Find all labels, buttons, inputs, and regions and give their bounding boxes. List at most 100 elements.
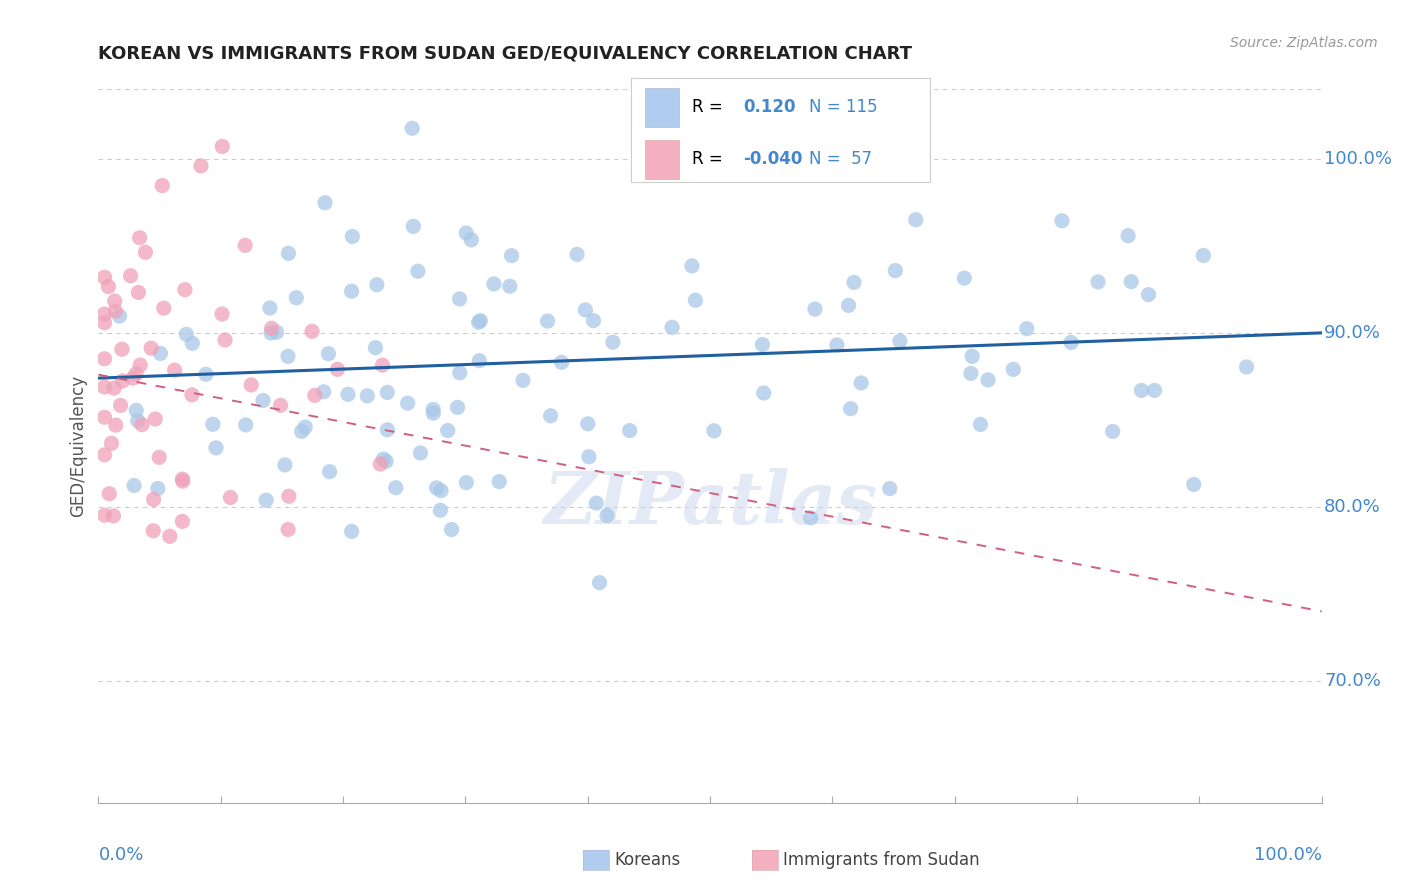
- Point: [430, 483, 453, 498]
- Point: [259, 301, 281, 315]
- Point: [163, 363, 186, 377]
- Point: [172, 472, 194, 486]
- Point: [838, 298, 860, 312]
- Point: [565, 247, 588, 261]
- Point: [93, 380, 115, 394]
- Point: [254, 493, 277, 508]
- Point: [240, 378, 263, 392]
- Point: [142, 492, 165, 507]
- Point: [172, 514, 194, 528]
- Point: [277, 523, 299, 537]
- Point: [98, 487, 121, 501]
- Text: N =  57: N = 57: [808, 150, 872, 169]
- Point: [219, 491, 242, 505]
- Point: [449, 366, 471, 380]
- Point: [1087, 275, 1109, 289]
- Text: N = 115: N = 115: [808, 98, 877, 117]
- Point: [1015, 321, 1038, 335]
- Point: [211, 139, 233, 153]
- Point: [576, 417, 599, 431]
- Point: [134, 245, 156, 260]
- Point: [536, 314, 558, 328]
- Point: [304, 388, 326, 402]
- Point: [340, 524, 363, 539]
- FancyBboxPatch shape: [630, 78, 931, 182]
- Point: [574, 302, 596, 317]
- Point: [274, 458, 297, 472]
- Point: [440, 523, 463, 537]
- Point: [146, 482, 169, 496]
- Point: [211, 307, 233, 321]
- Point: [314, 195, 336, 210]
- Point: [148, 450, 170, 465]
- Point: [1143, 384, 1166, 398]
- Point: [977, 373, 1000, 387]
- Point: [482, 277, 505, 291]
- Point: [501, 249, 523, 263]
- Point: [371, 358, 394, 372]
- Text: ZIPatlas: ZIPatlas: [543, 467, 877, 539]
- Point: [402, 219, 425, 234]
- Point: [93, 270, 115, 285]
- Point: [401, 121, 423, 136]
- Point: [100, 436, 122, 450]
- Point: [596, 508, 619, 523]
- Point: [181, 336, 204, 351]
- Text: 90.0%: 90.0%: [1324, 324, 1381, 342]
- Point: [449, 292, 471, 306]
- Point: [122, 371, 145, 385]
- Point: [446, 401, 468, 415]
- Point: [1050, 213, 1073, 227]
- Point: [159, 529, 181, 543]
- Point: [277, 489, 299, 503]
- Point: [1060, 335, 1083, 350]
- Point: [291, 425, 314, 439]
- Point: [93, 307, 115, 321]
- Point: [619, 424, 641, 438]
- Point: [467, 315, 489, 329]
- Point: [125, 403, 148, 417]
- Point: [460, 233, 482, 247]
- Point: [201, 417, 224, 432]
- Point: [104, 418, 127, 433]
- Point: [578, 450, 600, 464]
- Point: [422, 402, 444, 417]
- Point: [703, 424, 725, 438]
- Point: [375, 454, 398, 468]
- Point: [214, 333, 236, 347]
- Point: [1137, 287, 1160, 301]
- Point: [488, 475, 510, 489]
- Point: [127, 414, 149, 428]
- Point: [904, 212, 927, 227]
- Point: [825, 338, 848, 352]
- Point: [800, 510, 823, 524]
- Point: [104, 304, 127, 318]
- Point: [661, 320, 683, 334]
- Point: [685, 293, 707, 308]
- Text: Koreans: Koreans: [614, 851, 681, 869]
- Point: [111, 342, 134, 356]
- Point: [499, 279, 522, 293]
- Point: [103, 508, 125, 523]
- Point: [318, 465, 340, 479]
- Point: [1182, 477, 1205, 491]
- Point: [681, 259, 703, 273]
- Point: [205, 441, 228, 455]
- Text: 70.0%: 70.0%: [1324, 672, 1381, 690]
- Point: [340, 285, 363, 299]
- Text: -0.040: -0.040: [742, 150, 803, 169]
- Point: [260, 321, 283, 335]
- Bar: [645, 139, 679, 178]
- Point: [375, 423, 398, 437]
- Text: R =: R =: [692, 98, 723, 117]
- Point: [194, 368, 217, 382]
- Text: Immigrants from Sudan: Immigrants from Sudan: [783, 851, 980, 869]
- Point: [1121, 275, 1143, 289]
- Point: [1101, 425, 1123, 439]
- Point: [804, 302, 827, 317]
- Point: [120, 268, 142, 283]
- Point: [384, 481, 406, 495]
- Point: [266, 325, 288, 339]
- Text: KOREAN VS IMMIGRANTS FROM SUDAN GED/EQUIVALENCY CORRELATION CHART: KOREAN VS IMMIGRANTS FROM SUDAN GED/EQUI…: [98, 45, 912, 62]
- Point: [149, 346, 172, 360]
